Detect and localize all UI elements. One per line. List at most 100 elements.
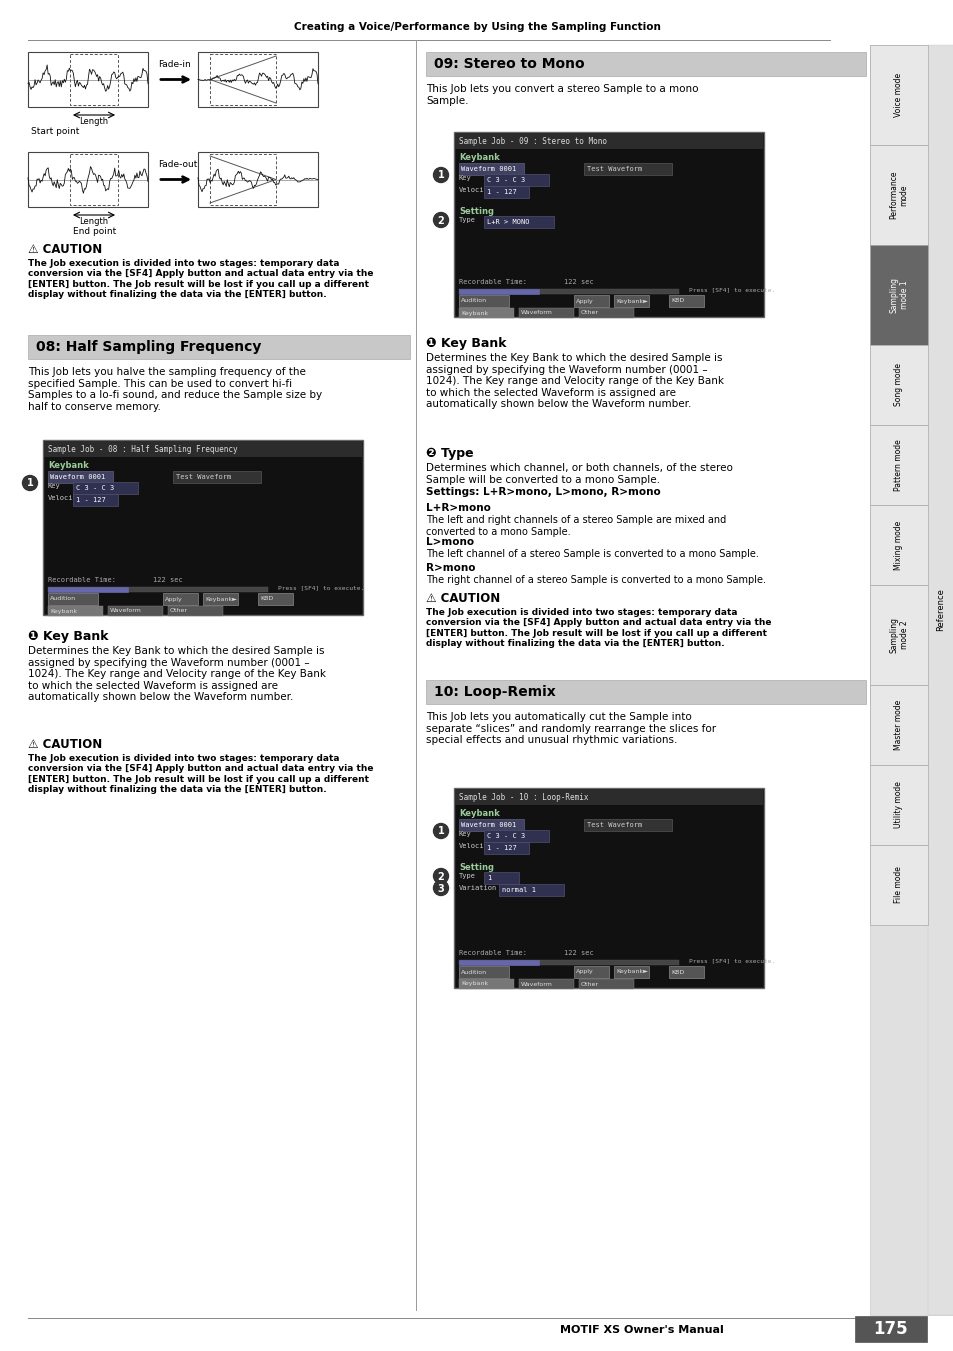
Bar [483, 842, 529, 854]
Text: R>mono: R>mono [426, 563, 475, 573]
Text: KBD: KBD [670, 970, 683, 974]
Text: 09: Stereo to Mono: 09: Stereo to Mono [434, 57, 584, 72]
Text: Keybank: Keybank [48, 461, 89, 470]
Bar [203, 593, 237, 605]
Bar [458, 819, 523, 831]
Text: 2: 2 [437, 216, 444, 226]
Bar [668, 295, 703, 307]
Bar [483, 871, 518, 884]
Bar [869, 45, 953, 1315]
Bar [28, 153, 148, 207]
Bar [927, 45, 953, 1315]
Text: Determines which channel, or both channels, of the stereo
Sample will be convert: Determines which channel, or both channe… [426, 463, 732, 485]
Bar [574, 295, 608, 307]
Text: Press [SF4] to execute.: Press [SF4] to execute. [688, 958, 775, 963]
Text: File mode: File mode [894, 866, 902, 904]
Text: Mixing mode: Mixing mode [894, 520, 902, 570]
Bar [70, 54, 118, 105]
Text: Audition: Audition [460, 970, 487, 974]
Text: Keybank: Keybank [458, 809, 499, 817]
Bar [458, 163, 523, 176]
Text: The left channel of a stereo Sample is converted to a mono Sample.: The left channel of a stereo Sample is c… [426, 549, 758, 559]
Bar [483, 174, 548, 186]
Text: Keybank►: Keybank► [616, 970, 647, 974]
Text: 175: 175 [873, 1320, 907, 1337]
Bar [518, 308, 574, 317]
Text: End point: End point [73, 227, 116, 236]
Text: Sample Job - 10 : Loop-Remix: Sample Job - 10 : Loop-Remix [458, 793, 588, 801]
Text: Keybank►: Keybank► [205, 597, 236, 601]
Text: Sample Job - 09 : Stereo to Mono: Sample Job - 09 : Stereo to Mono [458, 136, 606, 146]
Bar [869, 45, 927, 145]
Text: 1: 1 [486, 875, 491, 881]
Text: Song mode: Song mode [894, 363, 902, 407]
Bar [458, 961, 679, 965]
Bar [458, 979, 514, 989]
Text: normal 1: normal 1 [501, 888, 536, 893]
Text: Waveform 0001: Waveform 0001 [460, 166, 516, 172]
Text: KBD: KBD [260, 597, 273, 601]
Text: Variation: Variation [458, 885, 497, 892]
Circle shape [23, 476, 37, 490]
Text: Keybank: Keybank [50, 608, 77, 613]
Bar [108, 607, 163, 616]
Text: Audition: Audition [460, 299, 487, 304]
Text: 1: 1 [27, 478, 33, 489]
Bar [483, 216, 554, 228]
Text: Key: Key [458, 831, 471, 838]
Text: Other: Other [170, 608, 188, 613]
Circle shape [433, 212, 448, 227]
Text: 1: 1 [437, 827, 444, 836]
Text: The Job execution is divided into two stages: temporary data
conversion via the : The Job execution is divided into two st… [426, 608, 771, 648]
Text: Waveform 0001: Waveform 0001 [460, 821, 516, 828]
Bar [44, 440, 361, 457]
Text: The Job execution is divided into two stages: temporary data
conversion via the : The Job execution is divided into two st… [28, 754, 374, 794]
Bar [869, 765, 927, 844]
Text: 122 sec: 122 sec [563, 950, 593, 957]
Text: Master mode: Master mode [894, 700, 902, 750]
Bar [458, 295, 509, 307]
Text: Apply: Apply [165, 597, 183, 601]
Bar [458, 289, 538, 295]
Text: Keybank: Keybank [460, 311, 488, 316]
Bar [458, 961, 538, 965]
Text: MOTIF XS Owner's Manual: MOTIF XS Owner's Manual [559, 1325, 723, 1335]
Text: Keybank: Keybank [460, 981, 488, 986]
Bar [455, 789, 762, 805]
Text: ❷ Type: ❷ Type [426, 447, 473, 459]
Text: Recordable Time:: Recordable Time: [458, 280, 526, 285]
Bar [426, 680, 865, 704]
Bar [28, 51, 148, 107]
Text: Other: Other [580, 981, 598, 986]
Text: Recordable Time:: Recordable Time: [48, 577, 116, 584]
Text: This Job lets you automatically cut the Sample into
separate “slices” and random: This Job lets you automatically cut the … [426, 712, 716, 746]
Text: Setting: Setting [458, 207, 494, 216]
Bar [869, 505, 927, 585]
Bar [869, 844, 927, 925]
Bar [574, 966, 608, 978]
Text: Press [SF4] to execute.: Press [SF4] to execute. [688, 286, 775, 292]
Text: Sample Job - 08 : Half Sampling Frequency: Sample Job - 08 : Half Sampling Frequenc… [48, 444, 237, 454]
Bar [483, 830, 548, 842]
Text: ❶ Key Bank: ❶ Key Bank [426, 336, 506, 350]
Bar [454, 132, 763, 317]
Bar [73, 494, 118, 507]
Bar [198, 51, 317, 107]
Bar [43, 440, 363, 615]
Bar [48, 586, 268, 592]
Bar [73, 482, 138, 494]
Bar [869, 345, 927, 426]
Bar [483, 186, 529, 199]
Text: Press [SF4] to execute.: Press [SF4] to execute. [277, 585, 364, 590]
Text: C 3 - C 3: C 3 - C 3 [486, 834, 525, 839]
Bar [426, 51, 865, 76]
Bar [854, 1316, 926, 1342]
Bar [172, 471, 261, 484]
Bar [28, 335, 410, 359]
Text: Creating a Voice/Performance by Using the Sampling Function: Creating a Voice/Performance by Using th… [294, 22, 659, 32]
Text: C 3 - C 3: C 3 - C 3 [76, 485, 114, 490]
Bar [578, 979, 634, 989]
Text: Other: Other [580, 311, 598, 316]
Bar [458, 966, 509, 978]
Text: Determines the Key Bank to which the desired Sample is
assigned by specifying th: Determines the Key Bank to which the des… [426, 353, 723, 409]
